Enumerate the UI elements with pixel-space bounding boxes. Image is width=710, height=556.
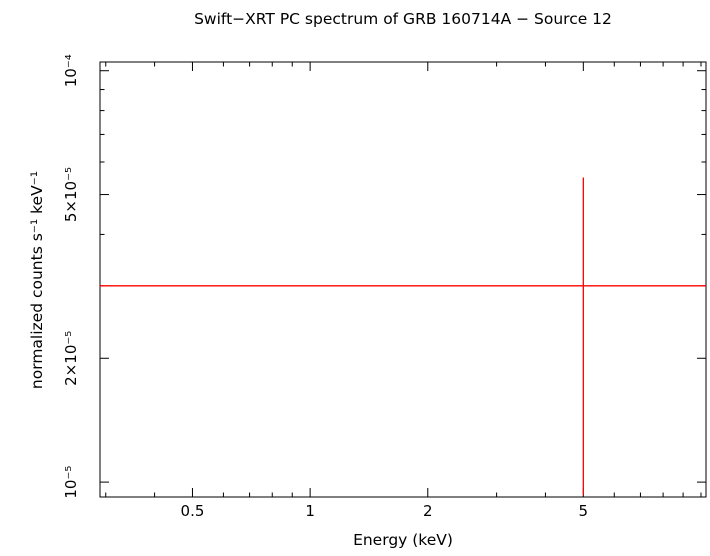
y-tick-label: 2×10⁻⁵ (62, 331, 80, 386)
x-tick-label: 0.5 (181, 502, 205, 520)
y-axis-label: normalized counts s⁻¹ keV⁻¹ (28, 171, 46, 389)
y-tick-label: 5×10⁻⁵ (62, 167, 80, 222)
x-axis-label: Energy (keV) (353, 531, 453, 549)
y-tick-label: 10⁻⁴ (62, 54, 80, 87)
x-tick-label: 1 (305, 502, 315, 520)
x-tick-label: 5 (579, 502, 589, 520)
chart-title: Swift−XRT PC spectrum of GRB 160714A − S… (194, 10, 612, 28)
y-tick-label: 10⁻⁵ (62, 466, 80, 499)
x-tick-label: 2 (423, 502, 433, 520)
plot-frame (99, 61, 707, 498)
plot-area: 0.5 1 2 5 10⁻⁵ 2×10⁻⁵ 5×10⁻⁵ 10⁻⁴ (62, 54, 707, 520)
